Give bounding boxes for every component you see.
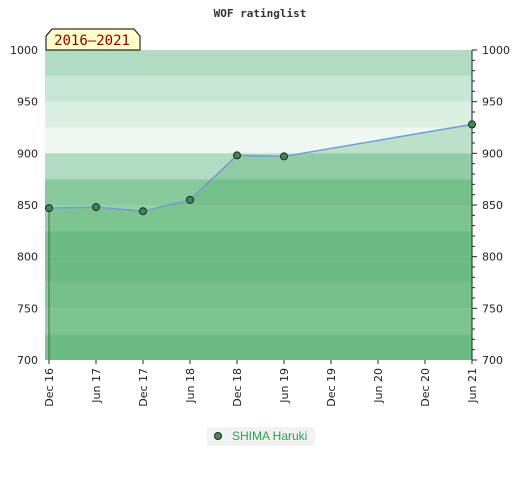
background-band (45, 127, 472, 154)
background-band (45, 101, 472, 128)
period-label-box (45, 28, 141, 51)
background-bands (45, 50, 472, 360)
x-tick-label: Jun 19 (278, 368, 291, 404)
y-axis-right: 700 750 800 850 900 950 1000 (471, 44, 510, 367)
y-tick-label-left: 1000 (10, 44, 38, 57)
legend-marker (214, 432, 222, 440)
y-tick-label-left: 700 (17, 354, 38, 367)
background-band (45, 256, 472, 283)
x-tick-label: Dec 18 (231, 368, 244, 407)
data-points (45, 120, 476, 216)
y-tick-label-right: 950 (482, 96, 503, 109)
data-point (139, 207, 147, 216)
y-tick-label-right: 700 (482, 354, 503, 367)
y-tick-label-right: 800 (482, 251, 503, 264)
data-point (45, 204, 53, 213)
data-point (186, 195, 194, 204)
background-band (45, 50, 472, 76)
x-tick-label: Dec 19 (325, 368, 338, 407)
y-tick-label-right: 750 (482, 302, 503, 315)
background-band (45, 308, 472, 335)
x-tick-label: Jun 20 (372, 368, 385, 404)
data-point (233, 151, 241, 160)
background-band (45, 334, 472, 360)
y-axis-left: 700 750 800 850 900 950 1000 (10, 44, 38, 367)
chart-title: WOF ratinglist (214, 7, 307, 20)
y-tick-label-left: 950 (17, 96, 38, 109)
period-label: 2016–2021 (45, 28, 141, 51)
y-tick-label-right: 900 (482, 147, 503, 160)
y-tick-label-right: 1000 (482, 44, 510, 57)
x-tick-label: Dec 16 (43, 368, 56, 407)
y-tick-label-left: 800 (17, 251, 38, 264)
period-label-text: 2016–2021 (54, 33, 130, 49)
x-tick-label: Jun 21 (466, 368, 479, 404)
background-band (45, 179, 472, 205)
data-point (92, 203, 100, 212)
x-tick-label: Jun 17 (90, 368, 103, 404)
x-axis: Dec 16 Jun 17 Dec 17 Jun 18 Dec 18 Jun 19 Dec … (43, 360, 479, 407)
x-tick-label: Dec 17 (137, 368, 150, 407)
legend: SHIMA Haruki (207, 427, 315, 446)
background-band (45, 75, 472, 102)
y-tick-label-left: 750 (17, 302, 38, 315)
y-tick-label-left: 850 (17, 199, 38, 212)
x-tick-label: Dec 20 (419, 368, 432, 407)
data-point (280, 152, 288, 161)
y-tick-label-right: 850 (482, 199, 503, 212)
legend-box (207, 427, 315, 446)
background-band (45, 282, 472, 309)
data-point (468, 120, 476, 129)
background-band (45, 230, 472, 257)
background-band (45, 153, 472, 180)
series-area (49, 124, 472, 361)
y-tick-label-left: 900 (17, 147, 38, 160)
legend-series-name: SHIMA Haruki (232, 429, 307, 443)
x-tick-label: Jun 18 (184, 368, 197, 404)
